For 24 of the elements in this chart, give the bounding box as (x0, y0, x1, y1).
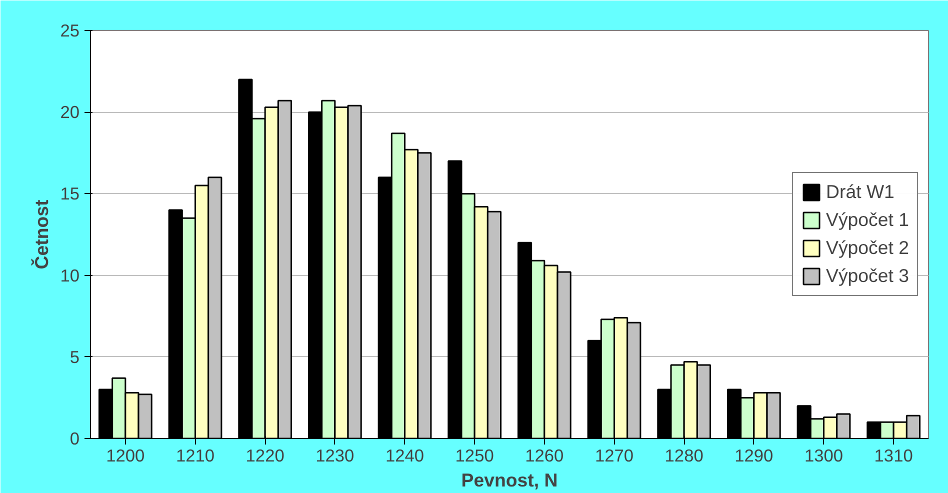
y-tick-label: 10 (60, 265, 80, 286)
x-tick-label: 1260 (525, 446, 564, 466)
legend-label: Výpočet 1 (826, 209, 909, 231)
legend-label: Výpočet 2 (826, 237, 909, 259)
y-tick-label: 15 (60, 184, 80, 204)
x-tick-label: 1220 (246, 446, 284, 466)
y-tick-label: 0 (70, 428, 80, 448)
y-tick-label: 5 (70, 346, 80, 367)
x-axis-title: Pevnost, N (461, 470, 558, 490)
x-tick-label: 1210 (176, 446, 215, 466)
x-tick-label: 1230 (316, 446, 354, 466)
legend-label: Výpočet 3 (826, 265, 909, 287)
x-tick-label: 1240 (385, 446, 424, 466)
y-tick-label: 25 (60, 20, 80, 40)
x-tick-label: 1270 (594, 446, 634, 466)
x-tick-label: 1290 (734, 446, 774, 466)
legend-label: Drát W1 (826, 181, 894, 203)
x-tick-label: 1200 (106, 446, 145, 466)
x-tick-label: 1280 (664, 446, 704, 466)
x-tick-label: 1300 (804, 446, 844, 466)
y-axis-title: Četnost (31, 200, 52, 270)
x-tick-label: 1310 (874, 446, 913, 466)
y-tick-label: 20 (60, 102, 80, 122)
x-tick-label: 1250 (455, 446, 494, 466)
